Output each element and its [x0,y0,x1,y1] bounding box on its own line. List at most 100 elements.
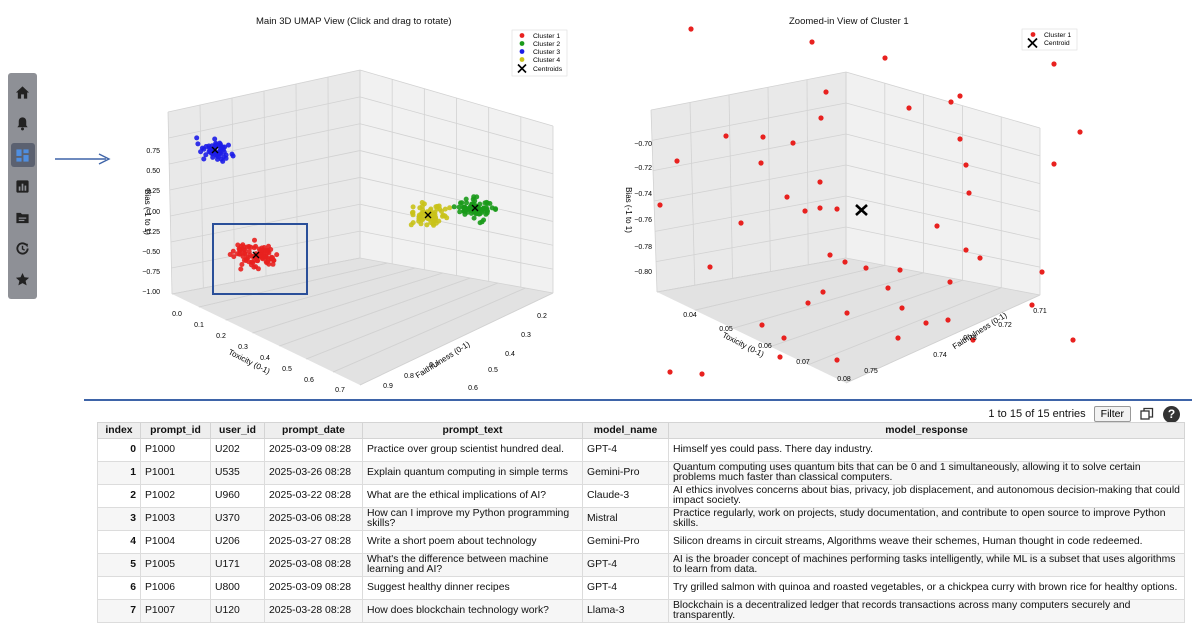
cluster2-point [461,204,467,210]
nav-home[interactable] [11,81,35,104]
zoom-centroid-marker [855,204,868,216]
main-x-tick-label: 0.2 [216,333,226,340]
main-x-tick-label: 0.1 [194,322,204,329]
column-header[interactable]: prompt_id [140,422,211,439]
cluster3-point [217,140,223,146]
copy-button[interactable] [1139,406,1155,422]
zoom-y-tick-label: 0.75 [864,368,878,375]
legend-cluster4-label: Cluster 4 [533,57,560,64]
zoom-legend-centroid-marker [1027,37,1038,49]
centroid-marker [211,146,219,154]
table-row[interactable]: 1 P1001 U535 2025-03-26 08:28 Explain quantu… [97,461,1185,485]
nav-history[interactable] [11,237,35,260]
cluster1-point [758,160,764,166]
column-header[interactable]: prompt_text [362,422,583,439]
cluster1-point [818,115,824,121]
cluster1-point [674,158,680,164]
cluster1-point [248,244,254,250]
cluster1-point [699,371,705,377]
main-x-tick-label: 0.3 [238,344,248,351]
column-header[interactable]: model_name [582,422,669,439]
zoom-x-tick-label: 0.08 [837,376,851,383]
main-3d-plot[interactable]: 0.75 0.50 0.25 0.00 −0.25 −0.50 −0.75 −1.00 0.0 0… [0,0,1198,400]
table-cell-index: 0 [97,438,141,462]
cluster1-point [239,262,245,267]
cluster1-point [817,179,823,185]
zoom-plot-grid [650,71,1041,384]
nav-reports[interactable] [11,174,35,197]
zoom-legend: Cluster 1 Centroid [1021,28,1078,51]
table-row[interactable]: 7 P1007 U120 2025-03-28 08:28 How does block… [97,599,1185,623]
zoom-3d-plot[interactable]: −0.70 −0.72 −0.74 −0.76 −0.78 −0.80 0.04 0.05 0.… [0,0,1198,400]
nav-notifications[interactable] [11,112,35,135]
column-header[interactable]: user_id [210,422,265,439]
cluster2-point [493,206,498,212]
filter-button[interactable]: Filter [1093,406,1131,422]
legend-cluster1-marker [519,33,525,38]
cluster1-point [963,162,969,168]
table-cell-prompt_text: How does blockchain technology work? [362,599,583,623]
cluster4-point [424,222,430,228]
table-cell-prompt_date: 2025-03-28 08:28 [264,599,363,623]
legend-centroids-label: Centroids [533,66,563,73]
cluster2-point [457,209,463,215]
table-row[interactable]: 2 P1002 U960 2025-03-22 08:28 What are the e… [97,484,1185,508]
table-row[interactable]: 6 P1006 U800 2025-03-09 08:28 Suggest health… [97,576,1185,600]
table-cell-user_id: U535 [210,461,265,485]
bell-icon [17,117,28,131]
main-y-tick-label: 0.6 [468,385,478,392]
centroid-marker [424,211,432,219]
table-row[interactable]: 0 P1000 U202 2025-03-09 08:28 Practice over … [97,438,1185,462]
cluster1-point [790,140,796,146]
cluster2-point [456,204,462,210]
main-x-tick-label: 0.5 [282,366,292,373]
cluster1-point [266,261,272,267]
legend-cluster3-marker [519,49,525,54]
main-plot-grid [167,69,554,386]
main-legend: Cluster 1 Cluster 2 Cluster 3 Cluster 4 … [511,29,568,77]
cluster4-point [442,206,448,212]
cluster4-point [434,203,440,209]
cluster3-point [195,141,201,147]
help-button[interactable]: ? [1163,405,1180,423]
table-row[interactable]: 4 P1004 U206 2025-03-27 08:28 Write a short … [97,530,1185,554]
table-row[interactable]: 3 P1003 U370 2025-03-06 08:28 How can I impr… [97,507,1185,531]
cluster1-point [784,194,790,200]
nav-documents[interactable] [11,206,35,229]
table-cell-prompt_text: How can I improve my Python programming … [362,507,583,531]
main-plot-title: Main 3D UMAP View (Click and drag to rot… [256,16,452,27]
main-plot-ticks: 0.75 0.50 0.25 0.00 −0.25 −0.50 −0.75 −1.00 0.0 0… [142,148,547,394]
cluster1-point [1051,61,1057,67]
zoom-legend-cluster1-marker [1030,32,1036,37]
table-cell-model_response: AI ethics involves concerns about bias, … [668,484,1185,508]
cluster3-point [212,136,218,142]
main-z-tick-label: −0.50 [142,249,160,256]
cluster1-point [759,322,765,328]
cluster4-point [419,200,425,205]
cluster2-point [480,208,486,213]
table-cell-model_response: Silicon dreams in circuit streams, Algor… [668,530,1185,554]
table-row[interactable]: 5 P1005 U171 2025-03-08 08:28 What's the dif… [97,553,1185,577]
table-cell-model_response: Practice regularly, work on projects, st… [668,507,1185,531]
zoom-y-tick-label: 0.73 [963,335,977,342]
column-header[interactable]: model_response [668,422,1185,439]
cluster1-point [805,300,811,306]
table-cell-index: 3 [97,507,141,531]
main-y-tick-label: 0.3 [521,332,531,339]
table-cell-index: 4 [97,530,141,554]
table-cell-user_id: U202 [210,438,265,462]
cluster1-point [227,252,233,257]
zoom-y-tick-label: 0.71 [1033,308,1047,315]
zoom-legend-box [1021,28,1078,51]
cluster1-point [707,264,713,270]
column-header[interactable]: prompt_date [264,422,363,439]
table-cell-index: 7 [97,599,141,623]
column-header[interactable]: index [97,422,141,439]
cluster4-point [410,220,416,226]
legend-centroids-marker [517,63,527,74]
nav-dashboard[interactable] [10,143,35,167]
main-y-tick-label: 0.7 [429,362,439,369]
table-cell-prompt_text: What are the ethical implications of AI? [362,484,583,508]
cluster2-point [459,200,465,206]
nav-favorites[interactable] [11,268,35,291]
